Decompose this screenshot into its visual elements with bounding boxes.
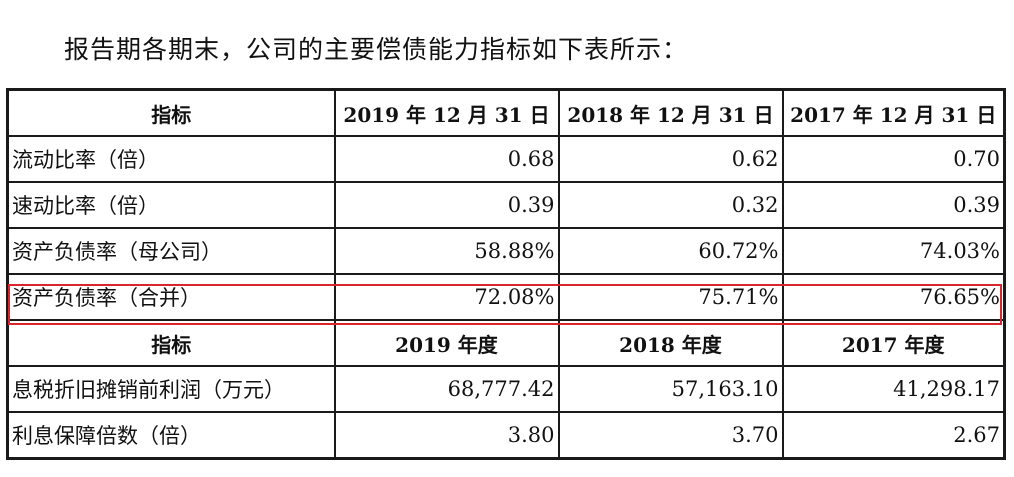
row-label: 流动比率（倍） — [6, 135, 336, 183]
row-label: 资产负债率（合并） — [6, 273, 336, 321]
header-cell-indicator: 指标 — [6, 319, 336, 367]
table-row-current-ratio: 流动比率（倍） 0.68 0.62 0.70 — [6, 135, 1006, 183]
row-label: 利息保障倍数（倍） — [6, 411, 336, 460]
cell-value: 0.62 — [557, 135, 784, 183]
cell-value: 74.03% — [781, 227, 1006, 275]
cell-value: 60.72% — [557, 227, 784, 275]
row-label: 速动比率（倍） — [6, 181, 336, 229]
cell-value: 68,777.42 — [333, 365, 560, 413]
table-row-quick-ratio: 速动比率（倍） 0.39 0.32 0.39 — [6, 181, 1006, 229]
cell-value: 76.65% — [781, 273, 1006, 321]
header-cell-indicator: 指标 — [6, 88, 336, 137]
cell-value: 0.70 — [781, 135, 1006, 183]
table-header-row-annual: 指标 2019 年度 2018 年度 2017 年度 — [6, 319, 1006, 367]
cell-value: 0.68 — [333, 135, 560, 183]
cell-value: 3.80 — [333, 411, 560, 460]
table-row-debt-ratio-parent: 资产负债率（母公司） 58.88% 60.72% 74.03% — [6, 227, 1006, 275]
header-cell-2017: 2017 年度 — [781, 319, 1006, 367]
cell-value: 72.08% — [333, 273, 560, 321]
header-cell-2017-12-31: 2017 年 12 月 31 日 — [781, 88, 1006, 137]
table-row-ebitda: 息税折旧摊销前利润（万元） 68,777.42 57,163.10 41,298… — [6, 365, 1006, 413]
table-header-row: 指标 2019 年 12 月 31 日 2018 年 12 月 31 日 201… — [6, 88, 1006, 137]
cell-value: 41,298.17 — [781, 365, 1006, 413]
table-row-debt-ratio-consolidated: 资产负债率（合并） 72.08% 75.71% 76.65% — [6, 273, 1006, 321]
solvency-indicators-table: 指标 2019 年 12 月 31 日 2018 年 12 月 31 日 201… — [6, 88, 1006, 460]
header-cell-2019-12-31: 2019 年 12 月 31 日 — [333, 88, 560, 137]
cell-value: 0.39 — [333, 181, 560, 229]
cell-value: 57,163.10 — [557, 365, 784, 413]
table-row-interest-coverage: 利息保障倍数（倍） 3.80 3.70 2.67 — [6, 411, 1006, 460]
cell-value: 3.70 — [557, 411, 784, 460]
header-cell-2018: 2018 年度 — [557, 319, 784, 367]
row-label: 息税折旧摊销前利润（万元） — [6, 365, 336, 413]
cell-value: 2.67 — [781, 411, 1006, 460]
cell-value: 0.32 — [557, 181, 784, 229]
cell-value: 0.39 — [781, 181, 1006, 229]
cell-value: 58.88% — [333, 227, 560, 275]
header-cell-2018-12-31: 2018 年 12 月 31 日 — [557, 88, 784, 137]
row-label: 资产负债率（母公司） — [6, 227, 336, 275]
intro-paragraph: 报告期各期末，公司的主要偿债能力指标如下表所示： — [64, 35, 689, 64]
header-cell-2019: 2019 年度 — [333, 319, 560, 367]
cell-value: 75.71% — [557, 273, 784, 321]
